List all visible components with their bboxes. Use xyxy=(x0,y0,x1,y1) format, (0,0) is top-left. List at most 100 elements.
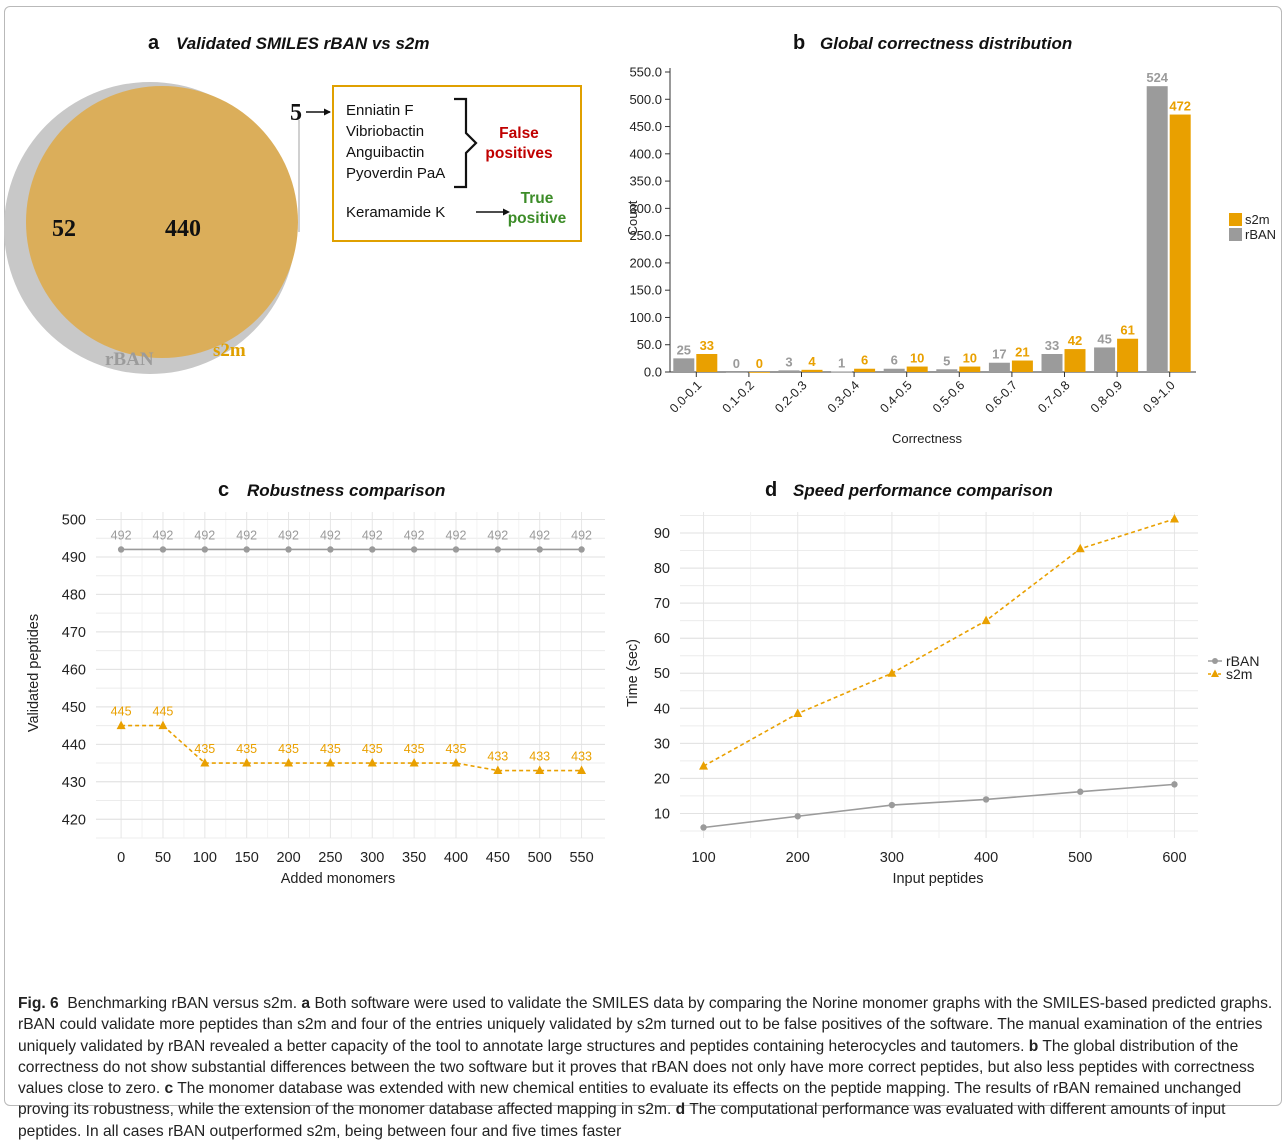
y-tick-label: 550.0 xyxy=(629,65,662,80)
legend-label-rban: rBAN xyxy=(1245,227,1276,242)
bar-s2m xyxy=(801,369,823,372)
x-tick-label: 450 xyxy=(486,850,510,866)
panel-d-title: Speed performance comparison xyxy=(793,481,1053,500)
data-label-s2m: 435 xyxy=(194,742,215,756)
data-label-rban: 492 xyxy=(111,528,132,542)
x-tick-label: 500 xyxy=(528,850,552,866)
y-tick-label: 10 xyxy=(654,806,670,822)
panel-d-line-chart: d Speed performance comparison Input pep… xyxy=(625,479,1259,887)
point-rban xyxy=(700,824,707,831)
bar-rban xyxy=(778,370,800,372)
false-positive-label-line2: positives xyxy=(485,145,552,162)
bar-rban xyxy=(1041,354,1063,372)
bar-s2m xyxy=(748,372,770,373)
x-tick-label: 200 xyxy=(276,850,300,866)
point-rban xyxy=(982,796,990,803)
bar-s2m xyxy=(1011,360,1033,372)
panel-c-title: Robustness comparison xyxy=(247,481,445,500)
point-s2m xyxy=(699,761,709,770)
legend-swatch-s2m xyxy=(1229,213,1242,226)
data-label-rban: 492 xyxy=(153,528,174,542)
data-label-s2m: 6 xyxy=(861,353,868,368)
x-tick-label: 100 xyxy=(691,850,715,866)
panel-b-title: Global correctness distribution xyxy=(820,34,1072,53)
data-label-s2m: 10 xyxy=(963,351,977,366)
data-label-rban: 6 xyxy=(891,353,898,368)
venn-entry: Vibriobactin xyxy=(346,123,424,140)
data-label-s2m: 33 xyxy=(700,338,714,353)
point-rban xyxy=(369,546,376,553)
data-label-s2m: 10 xyxy=(910,351,924,366)
point-rban xyxy=(578,546,585,553)
panel-a-title: Validated SMILES rBAN vs s2m xyxy=(176,34,430,53)
x-tick-label: 0.8-0.9 xyxy=(1088,378,1125,415)
data-label-s2m: 42 xyxy=(1068,333,1082,348)
bar-rban xyxy=(831,371,853,373)
point-s2m xyxy=(200,758,210,767)
data-label-rban: 492 xyxy=(320,528,341,542)
point-s2m xyxy=(116,720,126,730)
venn-detail-box xyxy=(332,85,582,242)
figure-frame xyxy=(4,6,1282,1106)
y-tick-label: 480 xyxy=(62,587,86,603)
x-tick-label: 0.9-1.0 xyxy=(1140,378,1177,415)
panel-c-ylabel: Validated peptides xyxy=(26,614,42,732)
data-label-rban: 492 xyxy=(404,528,425,542)
y-tick-label: 430 xyxy=(62,775,86,791)
point-s2m xyxy=(577,765,587,775)
x-tick-label: 0 xyxy=(117,850,125,866)
panel-c-line-chart: c Robustness comparison Added monomers V… xyxy=(26,479,605,887)
bar-s2m xyxy=(906,366,928,372)
x-tick-label: 200 xyxy=(786,850,810,866)
point-s2m xyxy=(793,708,803,718)
data-label-rban: 492 xyxy=(571,528,592,542)
point-s2m xyxy=(242,758,252,767)
data-label-s2m: 433 xyxy=(487,750,508,764)
data-label-s2m: 435 xyxy=(362,742,383,756)
y-tick-label: 20 xyxy=(654,771,670,787)
true-positive-label-line1: True xyxy=(521,190,554,207)
legend-label-s2m: s2m xyxy=(1245,212,1270,227)
point-s2m xyxy=(367,758,377,767)
data-label-s2m: 435 xyxy=(320,742,341,756)
panel-b-ylabel: Count xyxy=(625,200,640,235)
point-rban xyxy=(243,546,250,553)
true-positive-label-line2: positive xyxy=(508,210,567,227)
data-label-s2m: 445 xyxy=(153,705,174,719)
caption-text: Both software were used to validate the … xyxy=(18,995,1273,1055)
data-label-s2m: 61 xyxy=(1120,323,1134,338)
venn-entry: Anguibactin xyxy=(346,144,424,161)
bar-rban xyxy=(883,368,905,372)
bar-rban xyxy=(725,372,747,373)
bar-s2m xyxy=(1117,338,1139,372)
false-positive-label-line1: False xyxy=(499,125,539,142)
bar-rban xyxy=(988,362,1010,372)
point-rban xyxy=(1171,781,1178,788)
data-label-s2m: 21 xyxy=(1015,345,1029,360)
panel-d-letter: d xyxy=(765,479,777,501)
point-rban xyxy=(327,546,334,553)
caption-text: The global distribution of the correctne… xyxy=(18,1037,1255,1098)
point-s2m xyxy=(451,758,461,767)
x-tick-label: 0.5-0.6 xyxy=(930,378,967,415)
data-label-rban: 492 xyxy=(278,528,299,542)
x-tick-label: 0.3-0.4 xyxy=(825,378,862,415)
x-tick-label: 400 xyxy=(444,850,468,866)
point-s2m xyxy=(981,615,991,625)
data-label-s2m: 445 xyxy=(111,705,132,719)
plot-area xyxy=(96,512,605,838)
data-label-rban: 5 xyxy=(943,353,950,368)
data-label-s2m: 4 xyxy=(808,354,816,369)
data-label-s2m: 472 xyxy=(1169,99,1191,114)
point-s2m xyxy=(1169,514,1179,523)
y-tick-label: 490 xyxy=(62,550,86,566)
venn-only-s2m-count: 5 xyxy=(290,100,302,126)
x-tick-label: 300 xyxy=(360,850,384,866)
point-rban xyxy=(536,546,543,553)
x-tick-label: 150 xyxy=(235,850,259,866)
point-s2m xyxy=(887,668,897,677)
legend-label-s2m: s2m xyxy=(1226,666,1252,682)
y-tick-label: 60 xyxy=(654,631,670,647)
caption-letter: c xyxy=(164,1080,174,1098)
venn-entry: Pyoverdin PaA xyxy=(346,165,445,182)
